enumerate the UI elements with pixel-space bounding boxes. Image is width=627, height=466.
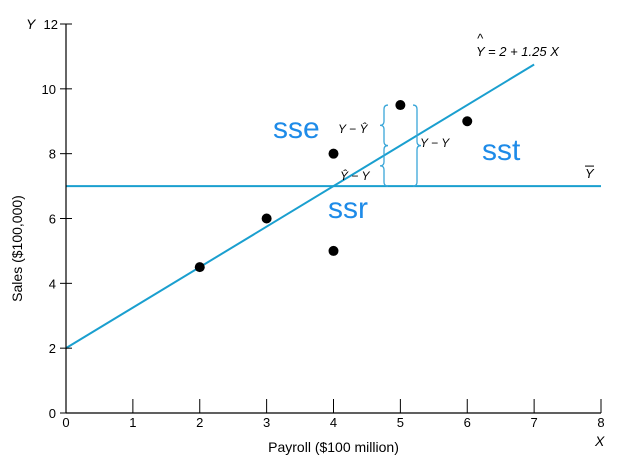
data-point — [328, 245, 339, 256]
y-tick-label: 4 — [49, 276, 56, 291]
x-axis-variable: X — [594, 433, 605, 449]
annotation-sse: sse — [273, 112, 320, 145]
x-tick-label: 5 — [397, 415, 404, 430]
x-tick-label: 6 — [464, 415, 471, 430]
label-y-minus-yhat: Y − Ŷ — [338, 121, 368, 136]
data-point — [328, 148, 339, 159]
x-tick-label: 4 — [330, 415, 337, 430]
data-point — [261, 213, 272, 224]
annotation-sst: sst — [482, 134, 521, 167]
annotation-ssr: ssr — [328, 192, 368, 225]
x-tick-label: 0 — [62, 415, 69, 430]
regression-line — [65, 63, 535, 350]
brace-y-minus-ybar — [412, 104, 422, 187]
y-tick-label: 6 — [49, 212, 56, 227]
data-point — [395, 100, 406, 111]
x-tick-label: 3 — [263, 415, 270, 430]
x-tick-label: 2 — [196, 415, 203, 430]
data-point — [462, 116, 473, 127]
y-tick-label: 8 — [49, 147, 56, 162]
x-tick-label: 1 — [129, 415, 136, 430]
y-tick-label: 12 — [44, 17, 58, 32]
data-point — [194, 262, 205, 273]
brace-y-minus-yhat — [379, 104, 389, 147]
y-tick-label: 0 — [49, 406, 56, 421]
brace-yhat-minus-ybar — [379, 144, 389, 187]
y-tick-label: 10 — [42, 82, 56, 97]
label-y-minus-ybar: Y − Y — [420, 136, 450, 150]
x-tick-label: 7 — [531, 415, 538, 430]
regression-hat-mark: ^ — [477, 31, 484, 46]
mean-line-label: Y — [585, 166, 595, 181]
y-axis-variable: Y — [26, 16, 37, 32]
x-tick-label: 8 — [597, 415, 604, 430]
regression-equation: Y = 2 + 1.25 X — [476, 44, 560, 59]
y-axis-title: Sales ($100,000) — [9, 195, 25, 302]
y-tick-label: 2 — [49, 341, 56, 356]
label-yhat-minus-ybar: Ŷ − Y — [340, 168, 370, 183]
x-axis-title: Payroll ($100 million) — [268, 439, 399, 455]
